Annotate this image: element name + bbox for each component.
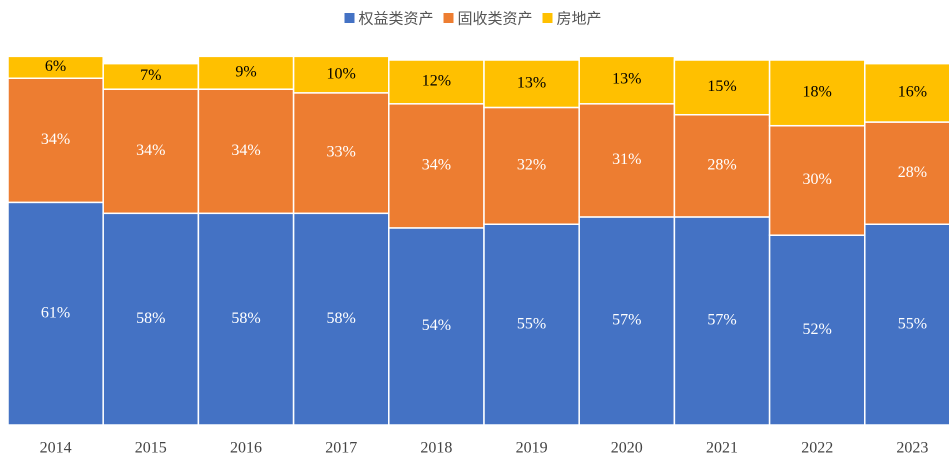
- data-label: 52%: [803, 321, 832, 338]
- legend: 权益类资产 固收类资产 房地产: [344, 10, 602, 28]
- legend-swatch: [443, 13, 454, 23]
- bar-segment: [197, 88, 295, 215]
- bar-segment: [7, 77, 104, 204]
- legend-swatch: [344, 13, 355, 23]
- data-label: 57%: [612, 312, 641, 329]
- bar-segment: [388, 103, 485, 229]
- data-label: 55%: [517, 315, 546, 332]
- x-tick-label: 2014: [40, 440, 72, 457]
- data-label: 6%: [45, 58, 66, 75]
- data-label: 18%: [803, 84, 832, 101]
- data-label: 28%: [707, 157, 736, 174]
- data-label: 10%: [327, 65, 356, 82]
- bar-segment: [768, 59, 866, 127]
- x-tick-label: 2016: [230, 440, 262, 457]
- data-label: 12%: [422, 73, 451, 90]
- x-tick-label: 2018: [420, 440, 452, 457]
- bar-segment: [673, 114, 771, 218]
- bar-segment: [483, 106, 580, 225]
- x-tick-label: 2021: [706, 440, 738, 457]
- bar-segment: [864, 62, 949, 123]
- data-label: 34%: [41, 131, 70, 148]
- data-label: 55%: [898, 315, 927, 332]
- bar-segment: [578, 103, 676, 218]
- data-label: 58%: [136, 310, 165, 327]
- legend-label: 固收类资产: [458, 10, 533, 28]
- x-tick-label: 2022: [801, 440, 833, 457]
- data-label: 57%: [707, 312, 736, 329]
- data-label: 13%: [517, 74, 546, 91]
- data-label: 34%: [136, 142, 165, 159]
- bar-segment: [388, 227, 485, 426]
- data-label: 16%: [898, 84, 927, 101]
- x-tick-label: 2019: [516, 440, 548, 457]
- data-label: 34%: [422, 157, 451, 174]
- bar-segment: [102, 62, 200, 90]
- bar-segment: [197, 55, 295, 90]
- legend-label: 房地产: [557, 10, 602, 28]
- bar-segment: [292, 55, 390, 94]
- bar-segment: [197, 212, 295, 426]
- x-tick-label: 2015: [135, 440, 167, 457]
- data-label: 54%: [422, 317, 451, 334]
- bar-segment: [578, 216, 676, 426]
- bar-segment: [768, 234, 866, 426]
- data-label: 58%: [231, 310, 260, 327]
- x-tick-label: 2020: [611, 440, 643, 457]
- data-label: 58%: [327, 310, 356, 327]
- data-label: 32%: [517, 157, 546, 174]
- data-label: 61%: [41, 304, 70, 321]
- bar-segment: [388, 59, 485, 105]
- data-label: 15%: [707, 78, 736, 95]
- x-tick-label: 2023: [896, 440, 928, 457]
- legend-swatch: [542, 13, 553, 23]
- legend-label: 权益类资产: [359, 10, 434, 28]
- data-label: 34%: [231, 142, 260, 159]
- data-label: 13%: [612, 71, 641, 88]
- data-label: 28%: [898, 164, 927, 181]
- bar-segment: [102, 212, 200, 426]
- data-label: 7%: [140, 67, 161, 84]
- bar-segment: [7, 201, 104, 426]
- bar-segment: [102, 88, 200, 215]
- data-label: 33%: [327, 144, 356, 161]
- data-label: 9%: [235, 63, 256, 80]
- x-tick-label: 2017: [325, 440, 357, 457]
- bar-segment: [483, 223, 580, 426]
- data-label: 31%: [612, 151, 641, 168]
- bar-segment: [483, 59, 580, 109]
- bar-segment: [292, 212, 390, 426]
- data-label: 30%: [803, 171, 832, 188]
- bar-segment: [673, 59, 771, 116]
